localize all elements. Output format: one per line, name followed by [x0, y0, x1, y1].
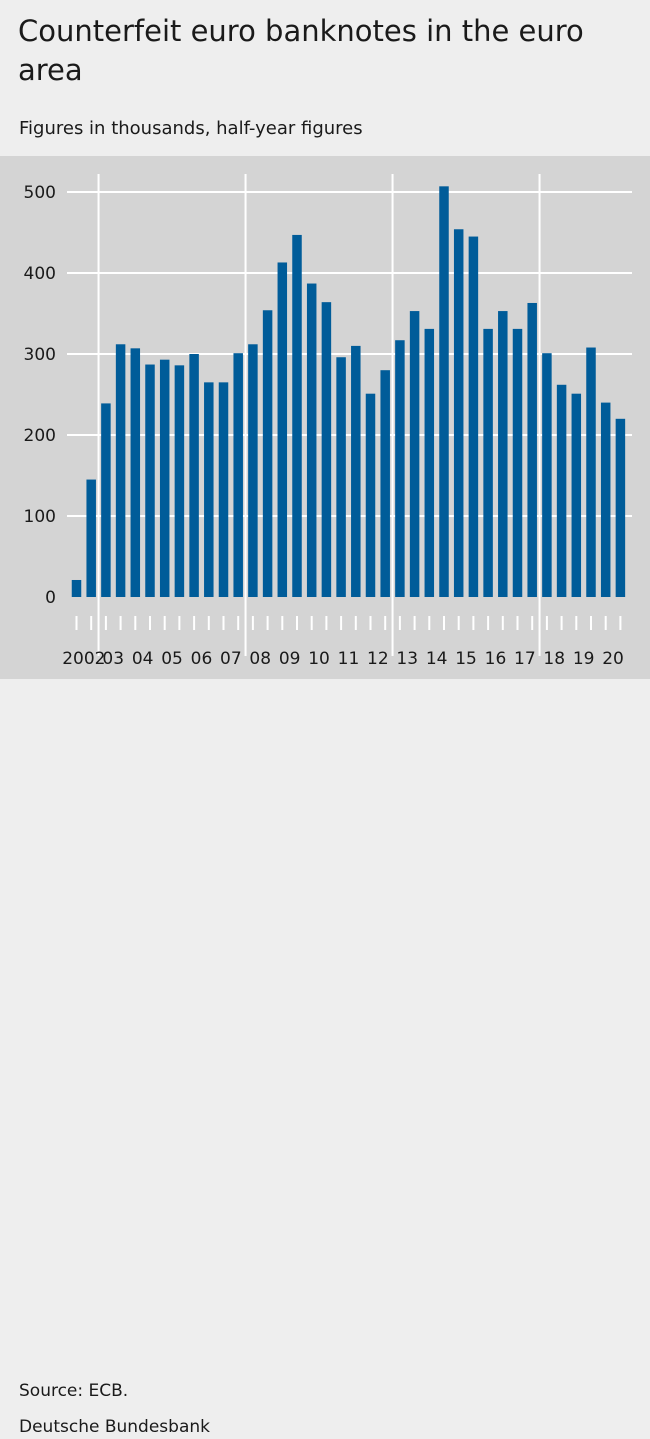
- header: Counterfeit euro banknotes in the euro a…: [0, 0, 650, 153]
- bar-2017-h2: [527, 302, 537, 597]
- bar-2015-h2: [468, 236, 479, 598]
- organization-name: Deutsche Bundesbank: [19, 1417, 210, 1437]
- x-tick-label-05: 05: [161, 649, 183, 669]
- bar-2006-h2: [204, 382, 214, 597]
- bar-2020-h2: [615, 418, 626, 597]
- chart-subtitle: Figures in thousands, half-year figures: [19, 118, 363, 139]
- bar-2004-h1: [130, 348, 141, 597]
- y-tick-label-100: 100: [24, 507, 56, 527]
- bar-2008-h1: [248, 344, 258, 597]
- bar-2018-h1: [542, 353, 552, 597]
- x-tick-label-11: 11: [338, 649, 360, 669]
- bar-2008-h2: [262, 310, 273, 597]
- footer: Source: ECB. Deutsche Bundesbank: [0, 683, 650, 1437]
- bar-2014-h1: [424, 328, 435, 597]
- bar-2011-h1: [336, 357, 346, 597]
- bar-2010-h1: [306, 283, 317, 597]
- chart-area: 0 100 200 300 400 500 2002 03 04 05 06 07 08 09 10 11 12…: [0, 156, 650, 679]
- x-tick-label-06: 06: [191, 649, 213, 669]
- y-tick-label-500: 500: [24, 183, 56, 203]
- bar-2013-h2: [409, 311, 420, 597]
- source-note: Source: ECB.: [19, 1381, 129, 1401]
- bar-2012-h2: [380, 370, 390, 597]
- x-tick-label-19: 19: [573, 649, 595, 669]
- bar-2019-h1: [571, 393, 582, 597]
- bar-2012-h1: [365, 393, 376, 597]
- bar-2007-h1: [218, 382, 229, 597]
- x-tick-label-16: 16: [485, 649, 507, 669]
- y-tick-label-200: 200: [24, 426, 56, 446]
- chart-title: Counterfeit euro banknotes in the euro a…: [18, 14, 584, 87]
- bar-2005-h1: [159, 359, 170, 597]
- bar-2006-h1: [189, 354, 199, 597]
- bar-2002-h2: [86, 479, 96, 597]
- bar-2003-h1: [101, 403, 111, 597]
- x-tick-label-17: 17: [514, 649, 536, 669]
- bar-2017-h1: [512, 328, 523, 597]
- bar-2004-h2: [145, 364, 155, 597]
- bar-2020-h1: [600, 402, 611, 597]
- bar-2016-h2: [498, 311, 508, 597]
- x-tick-label-2002: 2002: [62, 649, 105, 669]
- bar-2014-h2: [439, 186, 449, 597]
- x-tick-label-15: 15: [455, 649, 477, 669]
- x-tick-label-20: 20: [602, 649, 624, 669]
- x-tick-label-08: 08: [249, 649, 271, 669]
- bar-2015-h1: [453, 229, 464, 597]
- bar-2013-h1: [395, 340, 405, 597]
- x-tick-label-04: 04: [132, 649, 154, 669]
- x-tick-label-10: 10: [308, 649, 330, 669]
- bar-2002-h1: [71, 579, 82, 597]
- x-tick-label-07: 07: [220, 649, 242, 669]
- bar-2018-h2: [556, 384, 567, 597]
- x-tick-label-13: 13: [396, 649, 418, 669]
- bar-2003-h2: [115, 344, 126, 597]
- bar-2019-h2: [586, 347, 596, 597]
- bar-2011-h2: [351, 345, 361, 597]
- x-tick-label-18: 18: [543, 649, 565, 669]
- y-tick-label-400: 400: [24, 264, 56, 284]
- x-tick-label-09: 09: [279, 649, 301, 669]
- x-tick-label-03: 03: [102, 649, 124, 669]
- bar-2016-h1: [483, 328, 493, 597]
- bar-2007-h2: [233, 353, 243, 597]
- bar-2009-h1: [277, 262, 288, 597]
- y-tick-label-0: 0: [45, 588, 56, 608]
- bar-2009-h2: [292, 234, 302, 597]
- x-tick-label-12: 12: [367, 649, 389, 669]
- x-tick-label-14: 14: [426, 649, 448, 669]
- bar-2010-h2: [321, 302, 332, 597]
- y-tick-label-300: 300: [24, 345, 56, 365]
- bar-2005-h2: [174, 365, 185, 597]
